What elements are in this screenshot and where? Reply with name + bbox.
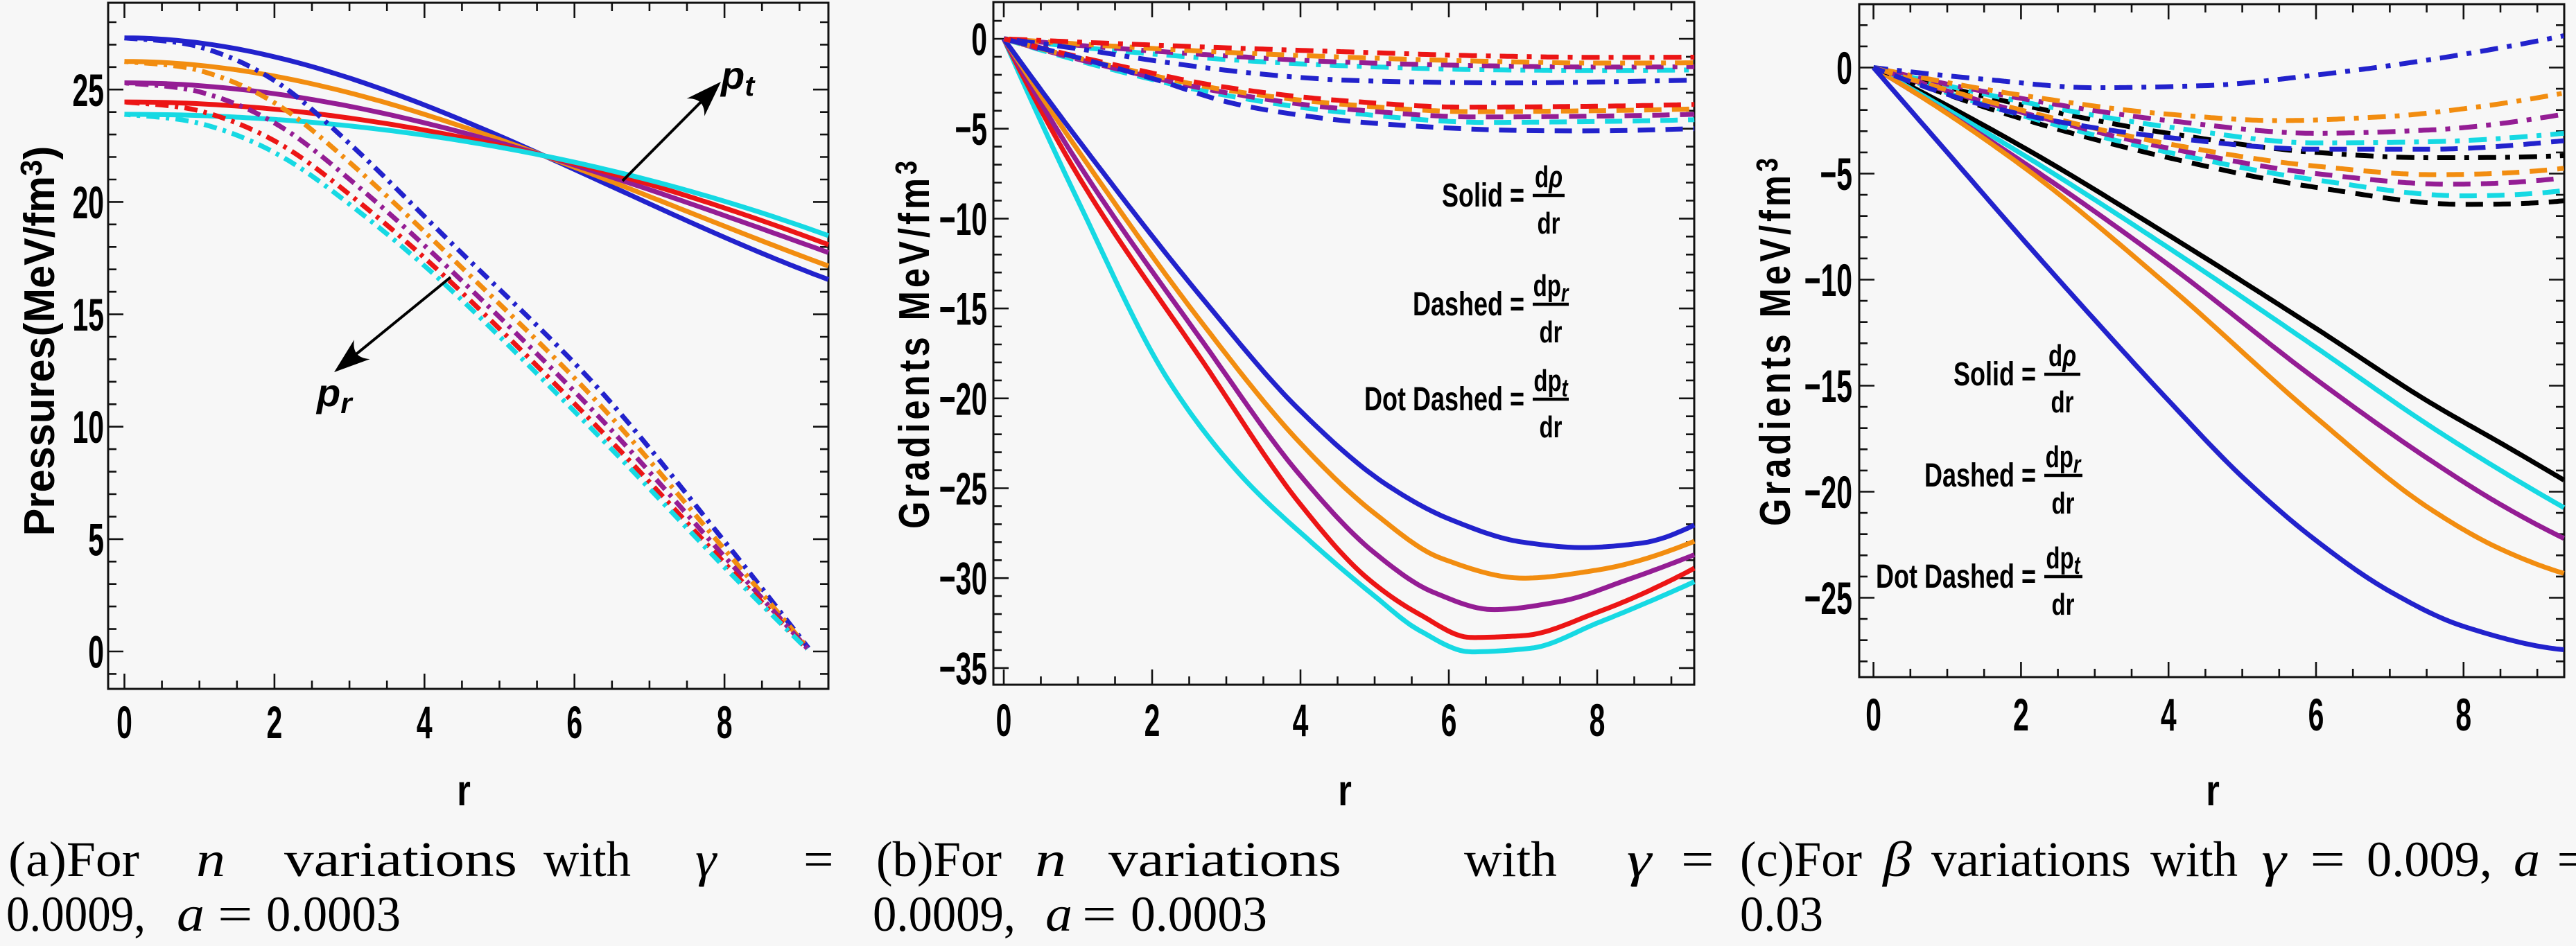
svg-text:=: = bbox=[803, 832, 834, 887]
svg-text:with: with bbox=[543, 832, 631, 888]
svg-text:−25: −25 bbox=[1804, 572, 1852, 624]
svg-text:a: a bbox=[177, 887, 204, 942]
svg-text:4: 4 bbox=[417, 697, 433, 748]
svg-text:Dot Dashed =: Dot Dashed = bbox=[1876, 558, 2036, 595]
svg-text:0: 0 bbox=[1836, 42, 1852, 94]
svg-text:0: 0 bbox=[1865, 689, 1881, 741]
svg-text:6: 6 bbox=[2308, 689, 2324, 741]
svg-text:−10: −10 bbox=[939, 193, 987, 245]
svg-text:variations: variations bbox=[1931, 831, 2131, 886]
svg-text:Dashed =: Dashed = bbox=[1924, 457, 2036, 493]
svg-text:=: = bbox=[218, 886, 253, 942]
svg-text:dρ: dρ bbox=[2048, 340, 2076, 374]
svg-text:r: r bbox=[457, 767, 471, 816]
svg-text:2: 2 bbox=[1145, 694, 1160, 746]
svg-text:5: 5 bbox=[88, 514, 104, 566]
svg-text:(c)For: (c)For bbox=[1740, 832, 1862, 887]
svg-text:20: 20 bbox=[72, 177, 104, 229]
svg-text:(b)For: (b)For bbox=[876, 832, 1002, 887]
svg-text:dr: dr bbox=[2051, 386, 2074, 420]
svg-text:6: 6 bbox=[1441, 694, 1457, 746]
svg-text:dr: dr bbox=[1538, 207, 1560, 241]
svg-text:4: 4 bbox=[2161, 689, 2177, 741]
svg-text:−25: −25 bbox=[939, 463, 987, 515]
svg-text:−15: −15 bbox=[1804, 360, 1852, 412]
svg-text:15: 15 bbox=[72, 289, 104, 341]
svg-text:Solid =: Solid = bbox=[1953, 356, 2036, 392]
svg-text:Gradients MeV/fm3: Gradients MeV/fm3 bbox=[889, 157, 939, 529]
svg-text:=: = bbox=[2557, 832, 2576, 887]
svg-text:−35: −35 bbox=[939, 642, 987, 694]
svg-text:dr: dr bbox=[1540, 316, 1563, 350]
svg-text:variations: variations bbox=[284, 832, 517, 887]
svg-text:−30: −30 bbox=[939, 553, 987, 605]
svg-text:−5: −5 bbox=[955, 103, 987, 155]
svg-text:Dashed =: Dashed = bbox=[1413, 286, 1524, 322]
svg-text:6: 6 bbox=[566, 697, 582, 748]
svg-text:γ: γ bbox=[695, 832, 717, 887]
svg-text:−15: −15 bbox=[939, 283, 987, 335]
svg-text:0.0003: 0.0003 bbox=[1131, 886, 1267, 942]
svg-text:n: n bbox=[196, 832, 225, 887]
svg-text:−5: −5 bbox=[1820, 148, 1852, 200]
svg-text:β: β bbox=[1881, 832, 1912, 886]
svg-text:with: with bbox=[2150, 832, 2238, 888]
svg-text:8: 8 bbox=[717, 697, 733, 748]
svg-text:dr: dr bbox=[1540, 411, 1563, 445]
svg-text:n: n bbox=[1035, 832, 1066, 887]
svg-text:0: 0 bbox=[971, 13, 987, 65]
svg-text:−10: −10 bbox=[1804, 254, 1852, 306]
svg-text:r: r bbox=[2206, 767, 2220, 816]
svg-text:variations: variations bbox=[1108, 832, 1341, 887]
svg-text:Dot Dashed =: Dot Dashed = bbox=[1364, 380, 1524, 417]
svg-text:0.0003: 0.0003 bbox=[266, 886, 401, 942]
svg-text:dr: dr bbox=[2052, 487, 2075, 521]
svg-text:25: 25 bbox=[72, 64, 104, 116]
svg-text:0: 0 bbox=[88, 626, 104, 678]
svg-text:with: with bbox=[1464, 832, 1557, 887]
svg-text:0: 0 bbox=[116, 697, 132, 748]
svg-text:0.0009,: 0.0009, bbox=[6, 887, 146, 943]
svg-text:Gradients MeV/fm3: Gradients MeV/fm3 bbox=[1750, 155, 1800, 526]
svg-text:a: a bbox=[1045, 887, 1072, 943]
svg-text:Solid =: Solid = bbox=[1442, 177, 1524, 213]
svg-text:0: 0 bbox=[996, 694, 1012, 746]
svg-text:a: a bbox=[2514, 832, 2540, 888]
svg-text:−20: −20 bbox=[1804, 466, 1852, 518]
svg-text:=: = bbox=[1082, 886, 1117, 942]
svg-text:(a)For: (a)For bbox=[8, 832, 139, 887]
svg-text:dpr: dpr bbox=[1533, 270, 1569, 307]
svg-text:8: 8 bbox=[2455, 689, 2471, 741]
svg-text:8: 8 bbox=[1590, 694, 1605, 746]
svg-text:dρ: dρ bbox=[1535, 161, 1563, 195]
svg-text:0.009,: 0.009, bbox=[2367, 832, 2492, 887]
svg-text:4: 4 bbox=[1293, 694, 1309, 746]
svg-text:Pressures(MeV/fm3): Pressures(MeV/fm3) bbox=[15, 146, 63, 536]
svg-text:=: = bbox=[1681, 832, 1714, 887]
svg-text:0.03: 0.03 bbox=[1740, 887, 1823, 943]
svg-text:γ: γ bbox=[1627, 832, 1653, 887]
svg-text:10: 10 bbox=[72, 401, 104, 453]
svg-text:dr: dr bbox=[2052, 588, 2075, 622]
svg-text:2: 2 bbox=[267, 697, 283, 748]
svg-text:γ: γ bbox=[2261, 832, 2288, 887]
svg-text:=: = bbox=[2310, 832, 2345, 887]
svg-text:2: 2 bbox=[2013, 689, 2029, 741]
svg-text:0.0009,: 0.0009, bbox=[873, 887, 1016, 943]
svg-text:−20: −20 bbox=[939, 373, 987, 425]
svg-text:r: r bbox=[1338, 767, 1352, 816]
